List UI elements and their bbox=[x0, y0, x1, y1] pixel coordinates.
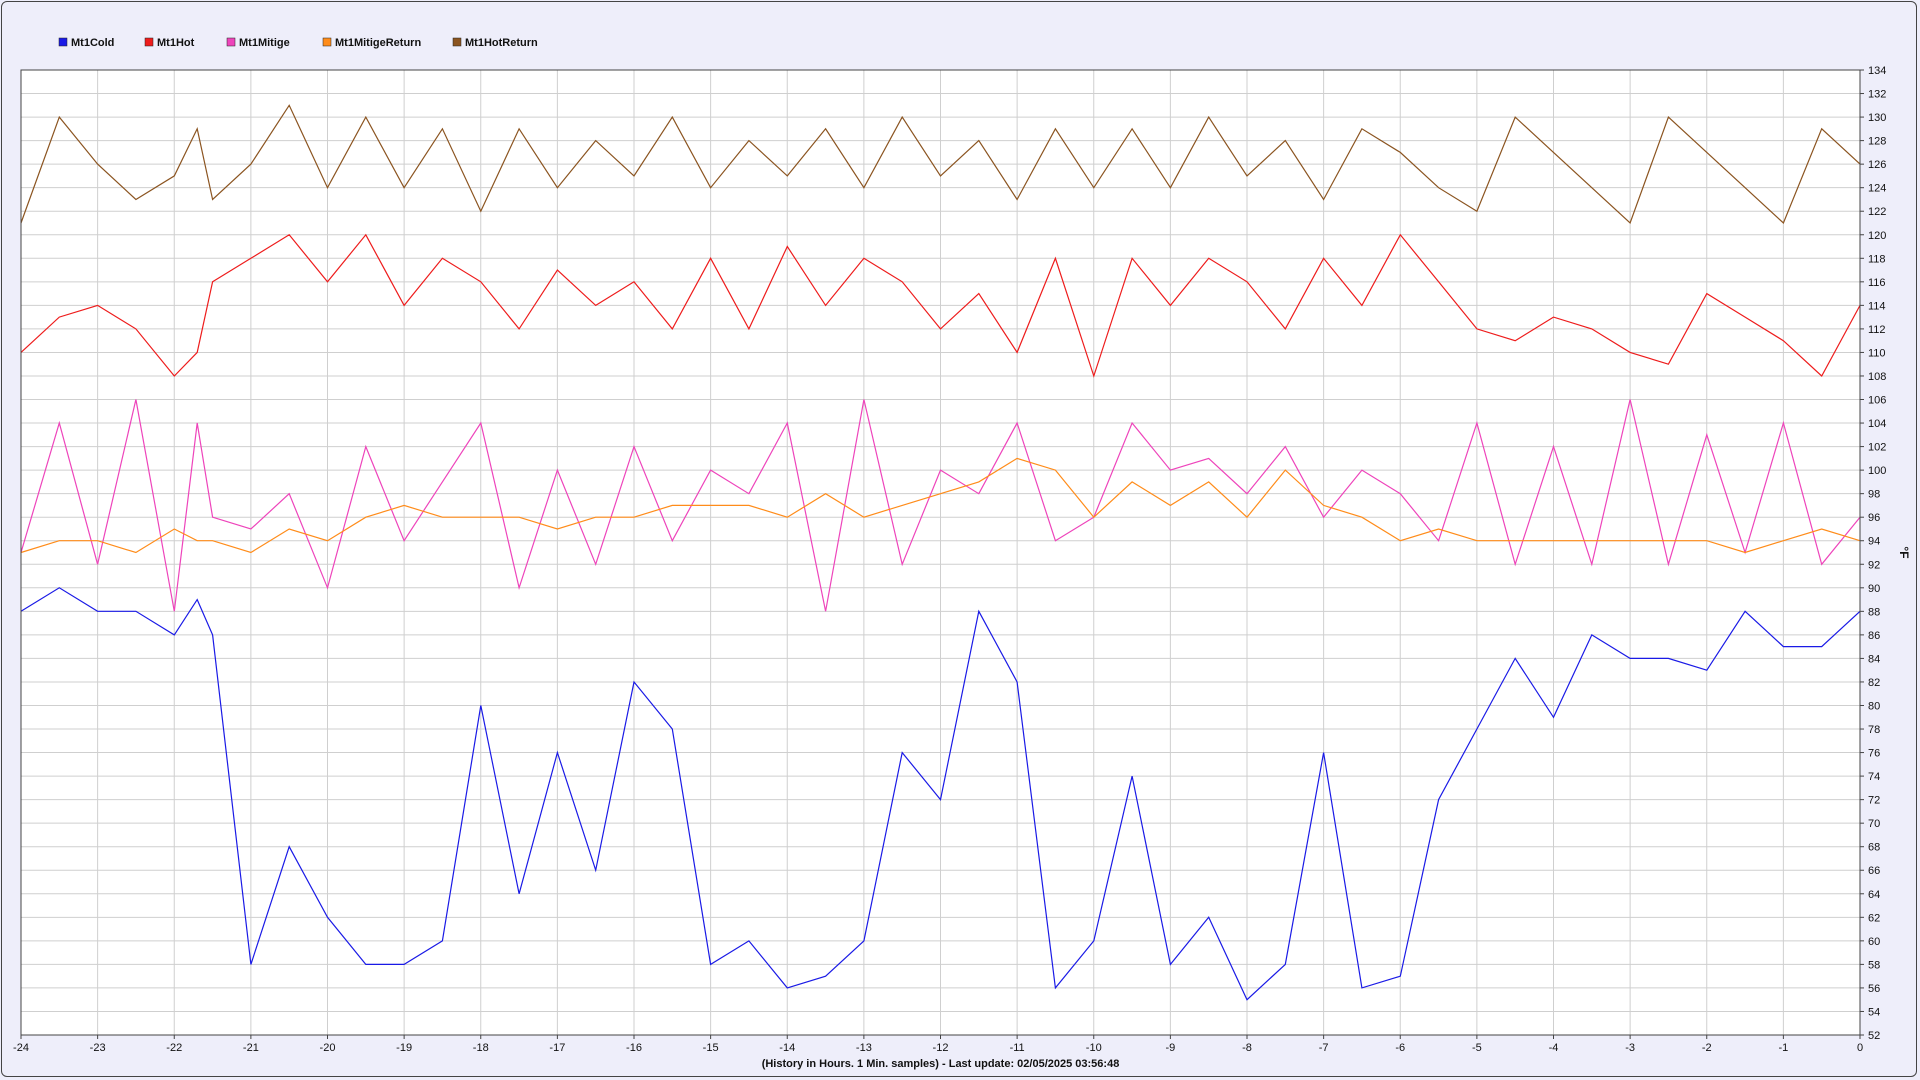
y-tick-label: 66 bbox=[1868, 865, 1880, 877]
legend-label: Mt1Mitige bbox=[239, 37, 290, 49]
y-tick-label: 118 bbox=[1868, 253, 1886, 265]
y-tick-label: 64 bbox=[1868, 889, 1880, 901]
x-tick-label: -6 bbox=[1395, 1042, 1405, 1054]
x-tick-label: -16 bbox=[626, 1042, 642, 1054]
x-tick-label: -14 bbox=[779, 1042, 795, 1054]
x-tick-label: -24 bbox=[13, 1042, 29, 1054]
y-tick-label: 52 bbox=[1868, 1030, 1880, 1042]
y-tick-label: 88 bbox=[1868, 606, 1880, 618]
x-tick-label: -19 bbox=[396, 1042, 412, 1054]
legend-swatch bbox=[322, 37, 332, 47]
y-tick-label: 114 bbox=[1868, 300, 1886, 312]
x-tick-label: -3 bbox=[1625, 1042, 1635, 1054]
y-tick-label: 60 bbox=[1868, 936, 1880, 948]
y-tick-label: 124 bbox=[1868, 183, 1886, 195]
x-axis: -24 -23 -22 -21 -20 -19 -18 -17 -16 -15 -14 -13 -12-… bbox=[13, 1035, 1863, 1054]
legend-label: Mt1MitigeReturn bbox=[335, 37, 421, 49]
x-tick-label: -5 bbox=[1472, 1042, 1482, 1054]
y-tick-label: 72 bbox=[1868, 795, 1880, 807]
legend-swatch bbox=[58, 37, 68, 47]
x-tick-label: -12 bbox=[933, 1042, 949, 1054]
y-tick-label: 128 bbox=[1868, 136, 1886, 148]
y-axis: 52 54 56 58 60 62 64 66 68 70 72 74 76 78 80 82 84 86 88 90… bbox=[1860, 65, 1886, 1042]
series-lines bbox=[20, 104, 1861, 1001]
y-tick-label: 80 bbox=[1868, 700, 1880, 712]
legend-swatch bbox=[226, 37, 236, 47]
x-tick-label: -9 bbox=[1165, 1042, 1175, 1054]
y-tick-label: 100 bbox=[1868, 465, 1886, 477]
y-tick-label: 106 bbox=[1868, 395, 1886, 407]
y-tick-label: 86 bbox=[1868, 630, 1880, 642]
x-tick-label: -23 bbox=[90, 1042, 106, 1054]
y-tick-label: 110 bbox=[1868, 347, 1886, 359]
x-tick-label: -8 bbox=[1242, 1042, 1252, 1054]
y-tick-label: 104 bbox=[1868, 418, 1886, 430]
y-tick-label: 112 bbox=[1868, 324, 1886, 336]
x-tick-label: -21 bbox=[243, 1042, 259, 1054]
y-tick-label: 70 bbox=[1868, 818, 1880, 830]
x-tick-label: -22 bbox=[166, 1042, 182, 1054]
legend-label: Mt1Cold bbox=[71, 37, 114, 49]
series-line-mt1mitige bbox=[20, 399, 1861, 612]
x-axis-label: (History in Hours. 1 Min. samples) - Las… bbox=[762, 1058, 1120, 1070]
y-tick-label: 126 bbox=[1868, 159, 1886, 171]
y-axis-unit: °F bbox=[1897, 546, 1911, 558]
y-tick-label: 62 bbox=[1868, 912, 1880, 924]
legend-label: Mt1HotReturn bbox=[465, 37, 538, 49]
y-tick-label: 116 bbox=[1868, 277, 1886, 289]
y-tick-label: 76 bbox=[1868, 748, 1880, 760]
y-tick-label: 54 bbox=[1868, 1006, 1880, 1018]
y-tick-label: 92 bbox=[1868, 559, 1880, 571]
y-tick-label: 74 bbox=[1868, 771, 1880, 783]
legend: Mt1Cold Mt1Hot Mt1Mitige Mt1MitigeReturn Mt1… bbox=[58, 37, 538, 49]
series-line-mt1hot bbox=[20, 233, 1861, 378]
y-tick-label: 132 bbox=[1868, 89, 1886, 101]
y-tick-label: 102 bbox=[1868, 442, 1886, 454]
y-tick-label: 122 bbox=[1868, 206, 1886, 218]
legend-swatch bbox=[452, 37, 462, 47]
y-tick-label: 94 bbox=[1868, 536, 1880, 548]
x-tick-label: -10 bbox=[1086, 1042, 1102, 1054]
x-tick-label: -20 bbox=[320, 1042, 336, 1054]
x-tick-label: -18 bbox=[473, 1042, 489, 1054]
y-tick-label: 68 bbox=[1868, 842, 1880, 854]
y-tick-label: 78 bbox=[1868, 724, 1880, 736]
x-tick-label: -4 bbox=[1549, 1042, 1559, 1054]
y-tick-label: 90 bbox=[1868, 583, 1880, 595]
x-tick-label: -1 bbox=[1778, 1042, 1788, 1054]
x-tick-label: 0 bbox=[1857, 1042, 1863, 1054]
legend-swatch bbox=[144, 37, 154, 47]
x-tick-label: -13 bbox=[856, 1042, 872, 1054]
y-tick-label: 108 bbox=[1868, 371, 1886, 383]
x-tick-label: -17 bbox=[549, 1042, 565, 1054]
y-tick-label: 56 bbox=[1868, 983, 1880, 995]
y-tick-label: 84 bbox=[1868, 653, 1880, 665]
y-tick-label: 58 bbox=[1868, 959, 1880, 971]
x-tick-label: -7 bbox=[1319, 1042, 1329, 1054]
y-tick-label: 96 bbox=[1868, 512, 1880, 524]
series-line-mt1cold bbox=[20, 587, 1861, 1001]
x-tick-label: -15 bbox=[703, 1042, 719, 1054]
y-tick-label: 134 bbox=[1868, 65, 1886, 77]
series-line-mt1hotreturn bbox=[20, 104, 1861, 225]
y-tick-label: 130 bbox=[1868, 112, 1886, 124]
legend-label: Mt1Hot bbox=[157, 37, 195, 49]
y-tick-label: 98 bbox=[1868, 489, 1880, 501]
x-tick-label: -11 bbox=[1010, 1042, 1025, 1054]
y-tick-label: 82 bbox=[1868, 677, 1880, 689]
x-tick-label: -2 bbox=[1702, 1042, 1712, 1054]
y-tick-label: 120 bbox=[1868, 230, 1886, 242]
series-line-mt1mitigereturn bbox=[20, 457, 1861, 554]
